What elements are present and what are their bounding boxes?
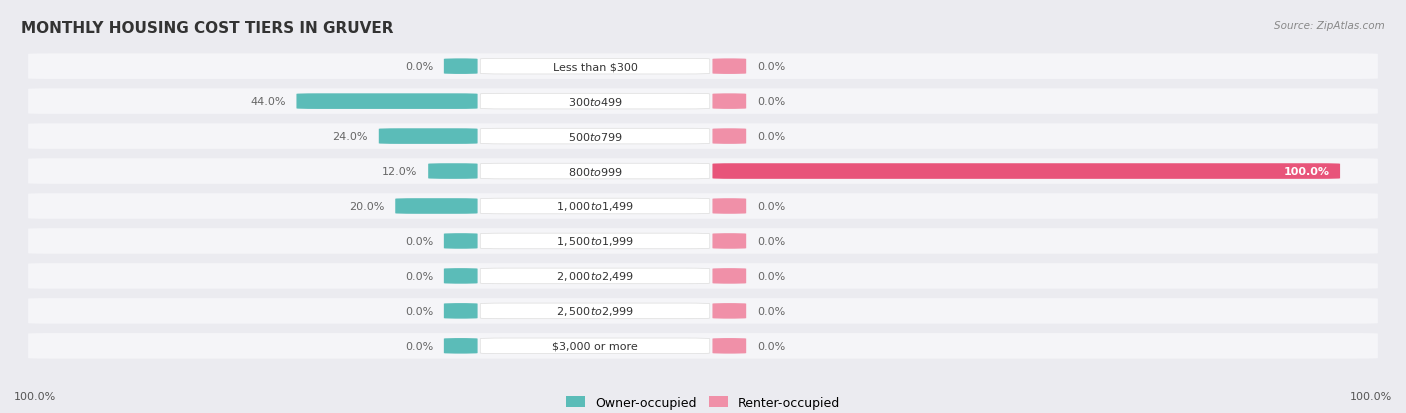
FancyBboxPatch shape (28, 263, 1378, 289)
FancyBboxPatch shape (481, 303, 710, 319)
Text: 0.0%: 0.0% (756, 271, 785, 281)
FancyBboxPatch shape (297, 94, 478, 110)
Text: Source: ZipAtlas.com: Source: ZipAtlas.com (1274, 21, 1385, 31)
Text: 0.0%: 0.0% (756, 202, 785, 211)
Text: $1,500 to $1,999: $1,500 to $1,999 (555, 235, 634, 248)
FancyBboxPatch shape (28, 229, 1378, 254)
Text: MONTHLY HOUSING COST TIERS IN GRUVER: MONTHLY HOUSING COST TIERS IN GRUVER (21, 21, 394, 36)
Text: 0.0%: 0.0% (756, 62, 785, 72)
FancyBboxPatch shape (481, 129, 710, 145)
FancyBboxPatch shape (28, 333, 1378, 359)
Text: 0.0%: 0.0% (756, 341, 785, 351)
FancyBboxPatch shape (444, 268, 478, 284)
Text: $800 to $999: $800 to $999 (568, 166, 623, 178)
Text: 0.0%: 0.0% (405, 341, 433, 351)
FancyBboxPatch shape (713, 59, 747, 75)
FancyBboxPatch shape (28, 54, 1378, 80)
Text: 0.0%: 0.0% (405, 62, 433, 72)
Text: 0.0%: 0.0% (405, 306, 433, 316)
FancyBboxPatch shape (481, 268, 710, 284)
FancyBboxPatch shape (713, 94, 747, 110)
FancyBboxPatch shape (28, 124, 1378, 150)
FancyBboxPatch shape (395, 199, 478, 214)
FancyBboxPatch shape (378, 129, 478, 145)
FancyBboxPatch shape (444, 59, 478, 75)
FancyBboxPatch shape (28, 159, 1378, 184)
FancyBboxPatch shape (713, 338, 747, 354)
FancyBboxPatch shape (28, 89, 1378, 114)
Text: Less than $300: Less than $300 (553, 62, 637, 72)
Text: 0.0%: 0.0% (756, 236, 785, 247)
Text: 100.0%: 100.0% (14, 391, 56, 401)
Text: $1,000 to $1,499: $1,000 to $1,499 (555, 200, 634, 213)
FancyBboxPatch shape (481, 94, 710, 110)
FancyBboxPatch shape (481, 234, 710, 249)
FancyBboxPatch shape (444, 234, 478, 249)
FancyBboxPatch shape (481, 164, 710, 179)
Text: 0.0%: 0.0% (405, 236, 433, 247)
Text: $300 to $499: $300 to $499 (568, 96, 623, 108)
Text: $500 to $799: $500 to $799 (568, 131, 623, 143)
FancyBboxPatch shape (713, 303, 747, 319)
FancyBboxPatch shape (713, 199, 747, 214)
FancyBboxPatch shape (713, 164, 1340, 179)
Text: 0.0%: 0.0% (405, 271, 433, 281)
FancyBboxPatch shape (713, 234, 747, 249)
Text: 0.0%: 0.0% (756, 306, 785, 316)
Text: 0.0%: 0.0% (756, 132, 785, 142)
Text: 44.0%: 44.0% (250, 97, 285, 107)
Text: $2,500 to $2,999: $2,500 to $2,999 (555, 305, 634, 318)
Text: 0.0%: 0.0% (756, 97, 785, 107)
FancyBboxPatch shape (713, 129, 747, 145)
FancyBboxPatch shape (481, 59, 710, 75)
FancyBboxPatch shape (481, 338, 710, 354)
Text: 100.0%: 100.0% (1284, 166, 1329, 177)
Text: 12.0%: 12.0% (382, 166, 418, 177)
FancyBboxPatch shape (28, 299, 1378, 324)
FancyBboxPatch shape (481, 199, 710, 214)
Legend: Owner-occupied, Renter-occupied: Owner-occupied, Renter-occupied (561, 391, 845, 413)
FancyBboxPatch shape (429, 164, 478, 179)
FancyBboxPatch shape (444, 338, 478, 354)
Text: $3,000 or more: $3,000 or more (553, 341, 638, 351)
Text: 20.0%: 20.0% (349, 202, 384, 211)
Text: $2,000 to $2,499: $2,000 to $2,499 (555, 270, 634, 283)
FancyBboxPatch shape (444, 303, 478, 319)
FancyBboxPatch shape (713, 268, 747, 284)
Text: 24.0%: 24.0% (332, 132, 368, 142)
Text: 100.0%: 100.0% (1350, 391, 1392, 401)
FancyBboxPatch shape (28, 194, 1378, 219)
